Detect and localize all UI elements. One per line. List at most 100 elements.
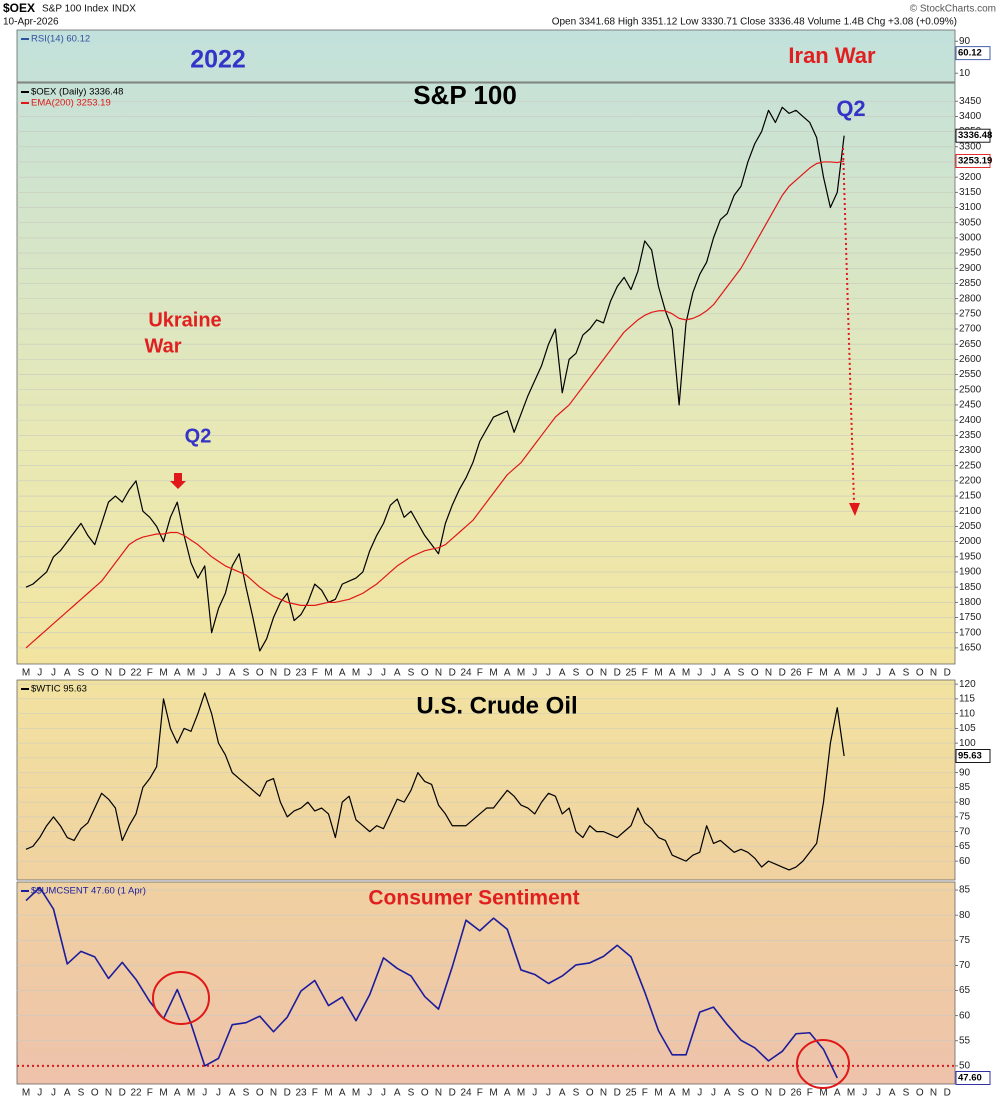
x-tick-label: A xyxy=(504,1088,511,1099)
circle xyxy=(796,1039,850,1089)
x-tick-label: O xyxy=(751,668,759,679)
x-tick-label: J xyxy=(51,668,56,679)
x-tick-label: J xyxy=(876,1088,881,1099)
x-tick-label: A xyxy=(229,668,236,679)
x-tick-label: 26 xyxy=(790,1088,802,1099)
x-tick-label: F xyxy=(807,668,813,679)
series-line xyxy=(25,106,845,652)
x-tick-label: 26 xyxy=(790,668,802,679)
y-tick-label: 90 xyxy=(959,767,971,778)
quote: Open 3341.68 High 3351.12 Low 3330.71 Cl… xyxy=(552,17,957,28)
y-tick-label: 2350 xyxy=(959,430,982,441)
x-tick-label: A xyxy=(889,668,896,679)
y-tick-label: 2800 xyxy=(959,293,982,304)
y-tick-label: 80 xyxy=(959,910,971,921)
x-tick-label: 22 xyxy=(130,1088,142,1099)
x-tick-label: J xyxy=(37,668,42,679)
y-tick-label: 2400 xyxy=(959,415,982,426)
legend-label: $OEX (Daily) 3336.48 xyxy=(31,87,123,98)
y-tick-label: 50 xyxy=(959,1061,971,1072)
x-tick-label: O xyxy=(916,1088,924,1099)
x-tick-label: J xyxy=(37,1088,42,1099)
x-tick-label: S xyxy=(738,1088,745,1099)
y-tick-label: 2550 xyxy=(959,369,982,380)
panel xyxy=(16,29,956,83)
x-tick-label: M xyxy=(682,668,690,679)
index-name: S&P 100 Index xyxy=(42,4,109,15)
legend-label: $WTIC 95.63 xyxy=(31,684,87,695)
x-tick-label: J xyxy=(381,668,386,679)
x-tick-label: F xyxy=(147,1088,153,1099)
x-tick-label: O xyxy=(586,1088,594,1099)
x-tick-label: N xyxy=(105,1088,112,1099)
y-tick-label: 80 xyxy=(959,797,971,808)
y-tick-label: 2950 xyxy=(959,248,982,259)
x-tick-label: A xyxy=(394,668,401,679)
x-tick-label: D xyxy=(449,1088,456,1099)
x-tick-label: O xyxy=(586,668,594,679)
x-tick-label: M xyxy=(819,668,827,679)
annotation: 2022 xyxy=(190,46,246,74)
x-tick-label: M xyxy=(489,668,497,679)
legend-label: EMA(200) 3253.19 xyxy=(31,98,111,109)
x-tick-label: N xyxy=(765,1088,772,1099)
x-tick-label: J xyxy=(381,1088,386,1099)
y-tick-label: 10 xyxy=(959,68,971,79)
x-tick-label: J xyxy=(711,668,716,679)
last-value-label: 3336.48 xyxy=(958,130,992,141)
y-tick-label: 2250 xyxy=(959,460,982,471)
y-tick-label: 70 xyxy=(959,826,971,837)
x-tick-label: M xyxy=(22,1088,30,1099)
credit: © StockCharts.com xyxy=(910,4,996,15)
x-tick-label: S xyxy=(408,668,415,679)
x-tick-label: F xyxy=(147,668,153,679)
y-tick-label: 110 xyxy=(959,708,975,719)
x-tick-label: 25 xyxy=(625,1088,637,1099)
symbol: $OEX xyxy=(3,1,35,15)
x-tick-label: D xyxy=(119,668,126,679)
x-tick-label: S xyxy=(78,668,85,679)
y-tick-label: 1900 xyxy=(959,567,982,578)
x-tick-label: O xyxy=(916,668,924,679)
y-tick-label: 3050 xyxy=(959,217,982,228)
y-tick-label: 60 xyxy=(959,1010,971,1021)
y-tick-label: 2150 xyxy=(959,491,982,502)
x-tick-label: 23 xyxy=(295,668,307,679)
exchange: INDX xyxy=(112,4,136,15)
y-tick-label: 65 xyxy=(959,985,971,996)
y-tick-label: 70 xyxy=(959,960,971,971)
y-tick-label: 75 xyxy=(959,812,971,823)
series-line xyxy=(25,160,845,649)
x-tick-label: M xyxy=(187,668,195,679)
x-tick-label: O xyxy=(91,1088,99,1099)
last-value-tag xyxy=(955,154,991,168)
x-tick-label: O xyxy=(421,1088,429,1099)
x-tick-label: A xyxy=(394,1088,401,1099)
panel-title: S&P 100 xyxy=(413,80,517,110)
x-tick-label: N xyxy=(930,1088,937,1099)
x-tick-label: A xyxy=(834,668,841,679)
last-value-label: 60.12 xyxy=(958,48,982,59)
dotted-arrow xyxy=(842,147,855,504)
x-tick-label: J xyxy=(697,1088,702,1099)
annotation: Iran War xyxy=(788,43,876,68)
annotation: Q2 xyxy=(185,425,212,447)
y-tick-label: 55 xyxy=(959,1035,971,1046)
last-value-label: 95.63 xyxy=(958,751,982,762)
x-tick-label: N xyxy=(435,1088,442,1099)
x-tick-label: S xyxy=(573,668,580,679)
x-tick-label: M xyxy=(324,668,332,679)
x-tick-label: M xyxy=(819,1088,827,1099)
x-tick-label: N xyxy=(270,668,277,679)
x-tick-label: J xyxy=(367,668,372,679)
x-tick-label: A xyxy=(559,668,566,679)
y-tick-label: 2900 xyxy=(959,263,982,274)
x-tick-label: O xyxy=(91,668,99,679)
y-tick-label: 3100 xyxy=(959,202,982,213)
x-tick-label: F xyxy=(312,668,318,679)
x-tick-label: D xyxy=(614,1088,621,1099)
x-tick-label: O xyxy=(256,1088,264,1099)
x-tick-label: M xyxy=(682,1088,690,1099)
x-tick-label: M xyxy=(847,668,855,679)
